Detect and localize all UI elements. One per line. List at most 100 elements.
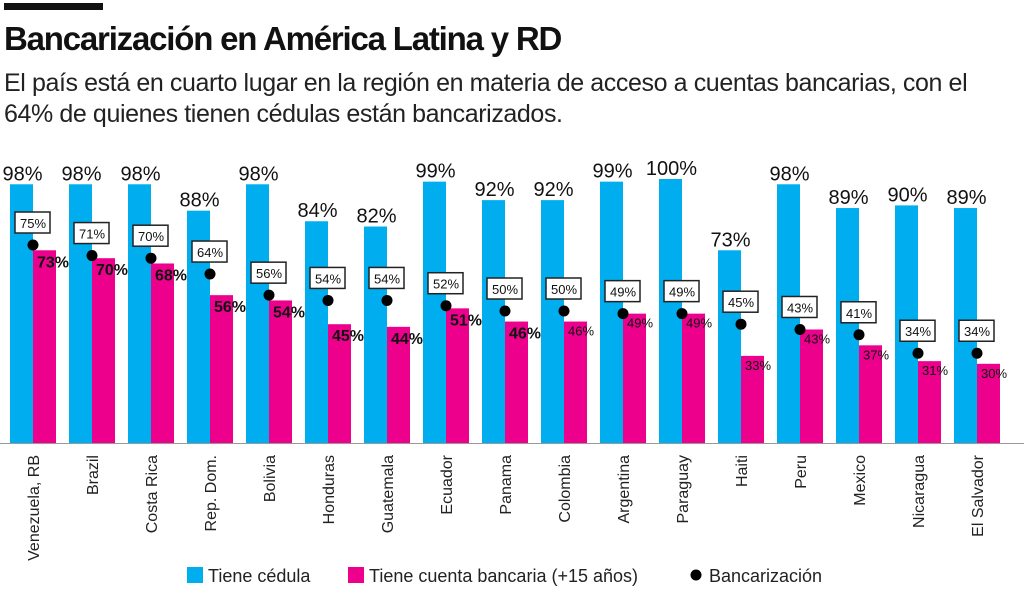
dot-bancarizacion (558, 305, 570, 317)
decorative-top-bar (4, 3, 103, 10)
dot-bancarizacion (499, 305, 511, 317)
label-bancarizacion: 70% (138, 229, 164, 244)
category-label: Mexico (852, 455, 869, 506)
label-tiene-cedula: 98% (61, 163, 101, 185)
label-tiene-cuenta: 49% (686, 316, 712, 331)
label-tiene-cedula: 89% (828, 187, 868, 209)
label-bancarizacion: 34% (905, 324, 931, 339)
label-tiene-cedula: 99% (415, 161, 455, 183)
bar-tiene-cedula (836, 208, 859, 443)
label-tiene-cedula: 89% (946, 187, 986, 209)
category-label: Guatemala (380, 455, 397, 533)
dot-bancarizacion (86, 250, 98, 262)
label-box-bancarizacion (191, 240, 228, 263)
legend-label: Tiene cuenta bancaria (+15 años) (369, 566, 638, 586)
label-box-bancarizacion (486, 277, 523, 300)
label-tiene-cedula: 100% (646, 158, 697, 180)
legend-label: Bancarización (709, 566, 822, 586)
label-tiene-cuenta: 46% (568, 324, 594, 339)
label-box-bancarizacion (604, 279, 641, 303)
dot-bancarizacion (676, 308, 688, 320)
label-box-bancarizacion (722, 290, 759, 313)
label-bancarizacion: 43% (787, 300, 813, 315)
category-label: Honduras (321, 455, 338, 524)
label-box-bancarizacion (14, 211, 51, 234)
bar-tiene-cedula (128, 184, 151, 443)
label-bancarizacion: 56% (256, 266, 282, 281)
label-tiene-cuenta: 31% (922, 363, 948, 378)
label-tiene-cuenta: 51% (450, 312, 482, 329)
label-box-bancarizacion (840, 301, 877, 324)
label-tiene-cuenta: 49% (627, 316, 653, 331)
category-label: Argentina (616, 455, 633, 524)
bar-tiene-cuenta (269, 300, 292, 443)
legend-swatch (348, 567, 364, 583)
dot-bancarizacion (971, 347, 983, 359)
label-bancarizacion: 54% (315, 271, 341, 286)
label-box-bancarizacion (427, 271, 464, 295)
dot-bancarizacion (204, 268, 216, 280)
label-box-bancarizacion (781, 295, 818, 319)
dot-bancarizacion (912, 347, 924, 359)
bar-tiene-cuenta (151, 263, 174, 443)
dot-bancarizacion (853, 329, 865, 341)
label-bancarizacion: 71% (79, 227, 105, 242)
bar-tiene-cuenta (387, 326, 410, 443)
category-label: El Salvador (970, 454, 987, 536)
bar-tiene-cedula (659, 179, 682, 443)
label-bancarizacion: 54% (374, 271, 400, 286)
category-label: Colombia (557, 455, 574, 523)
label-tiene-cedula: 82% (356, 206, 396, 228)
label-tiene-cuenta: 56% (214, 299, 246, 316)
bar-tiene-cuenta (741, 355, 764, 443)
bar-tiene-cuenta (564, 321, 587, 443)
bar-tiene-cedula (541, 200, 564, 443)
bar-tiene-cedula (718, 250, 741, 443)
label-bancarizacion: 49% (669, 285, 695, 300)
label-tiene-cedula: 88% (179, 190, 219, 212)
label-box-bancarizacion (958, 319, 995, 342)
dot-bancarizacion (617, 308, 629, 320)
label-tiene-cuenta: 73% (37, 254, 69, 271)
label-tiene-cedula: 98% (120, 163, 160, 185)
label-bancarizacion: 41% (846, 306, 872, 321)
category-label: Peru (793, 455, 810, 489)
label-bancarizacion: 52% (433, 277, 459, 292)
label-tiene-cuenta: 54% (273, 304, 305, 321)
category-label: Venezuela, RB (26, 455, 43, 561)
label-bancarizacion: 45% (728, 295, 754, 310)
chart-subtitle: El país está en cuarto lugar en la regió… (4, 69, 968, 128)
label-tiene-cedula: 84% (297, 200, 337, 222)
category-label: Paraguay (675, 455, 692, 524)
label-tiene-cuenta: 30% (981, 366, 1007, 381)
label-bancarizacion: 50% (551, 282, 577, 297)
label-bancarizacion: 64% (197, 245, 223, 260)
label-tiene-cuenta: 45% (332, 328, 364, 345)
label-tiene-cuenta: 33% (745, 358, 771, 373)
dot-bancarizacion (381, 294, 393, 306)
category-label: Rep. Dom. (203, 455, 220, 531)
bar-tiene-cedula (246, 184, 269, 443)
label-box-bancarizacion (899, 319, 936, 342)
category-label: Haiti (734, 455, 751, 487)
label-tiene-cedula: 90% (887, 184, 927, 206)
bar-tiene-cuenta (859, 345, 882, 443)
bar-tiene-cedula (364, 226, 387, 443)
bar-tiene-cuenta (92, 258, 115, 443)
bar-tiene-cuenta (210, 295, 233, 443)
label-tiene-cedula: 99% (592, 161, 632, 183)
dot-bancarizacion (440, 300, 452, 312)
dot-bancarizacion (322, 294, 334, 306)
legend-label: Tiene cédula (208, 566, 311, 586)
label-tiene-cedula: 98% (238, 163, 278, 185)
label-box-bancarizacion (545, 277, 582, 300)
bar-tiene-cedula (69, 184, 92, 443)
label-box-bancarizacion (250, 261, 287, 284)
label-tiene-cuenta: 46% (509, 326, 541, 343)
label-bancarizacion: 75% (20, 216, 46, 231)
label-tiene-cuenta: 43% (804, 331, 830, 346)
dot-bancarizacion (263, 289, 275, 301)
bar-tiene-cuenta (682, 313, 705, 443)
category-label: Costa Rica (144, 455, 161, 533)
bar-tiene-cuenta (977, 363, 1000, 443)
